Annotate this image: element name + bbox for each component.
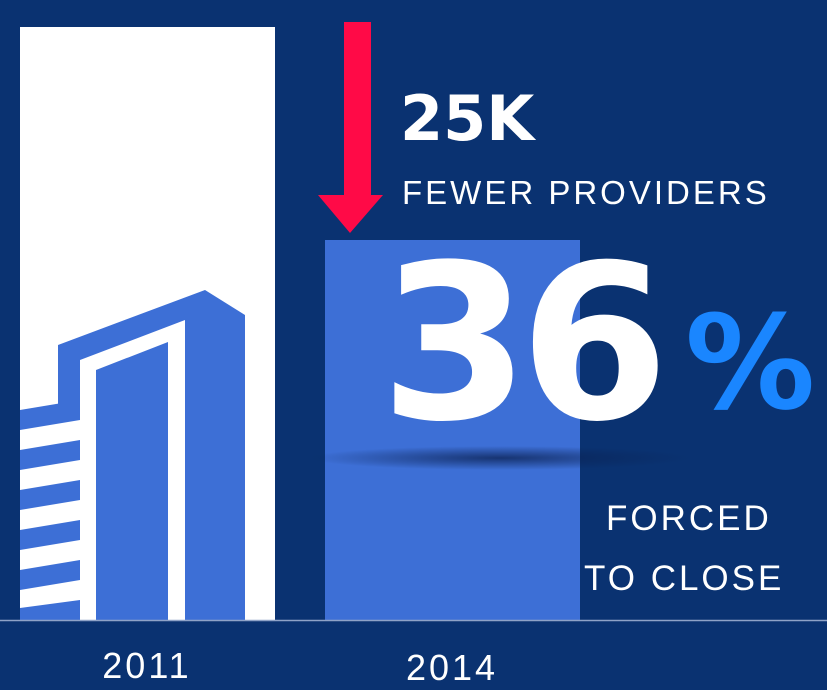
percent-number: 36 [380, 218, 659, 469]
year-label: 2011 [102, 645, 191, 686]
bar-2014 [325, 240, 580, 620]
percent-sign: % [685, 287, 815, 439]
caption-line: FORCED [606, 499, 772, 538]
headline-value: 25K [400, 82, 536, 155]
building-windows [20, 320, 185, 620]
caption-line: TO CLOSE [584, 559, 784, 598]
down-arrow [318, 22, 383, 233]
year-label: 2014 [406, 647, 498, 688]
shadow [310, 446, 690, 470]
headline-label: FEWER PROVIDERS [402, 174, 770, 211]
